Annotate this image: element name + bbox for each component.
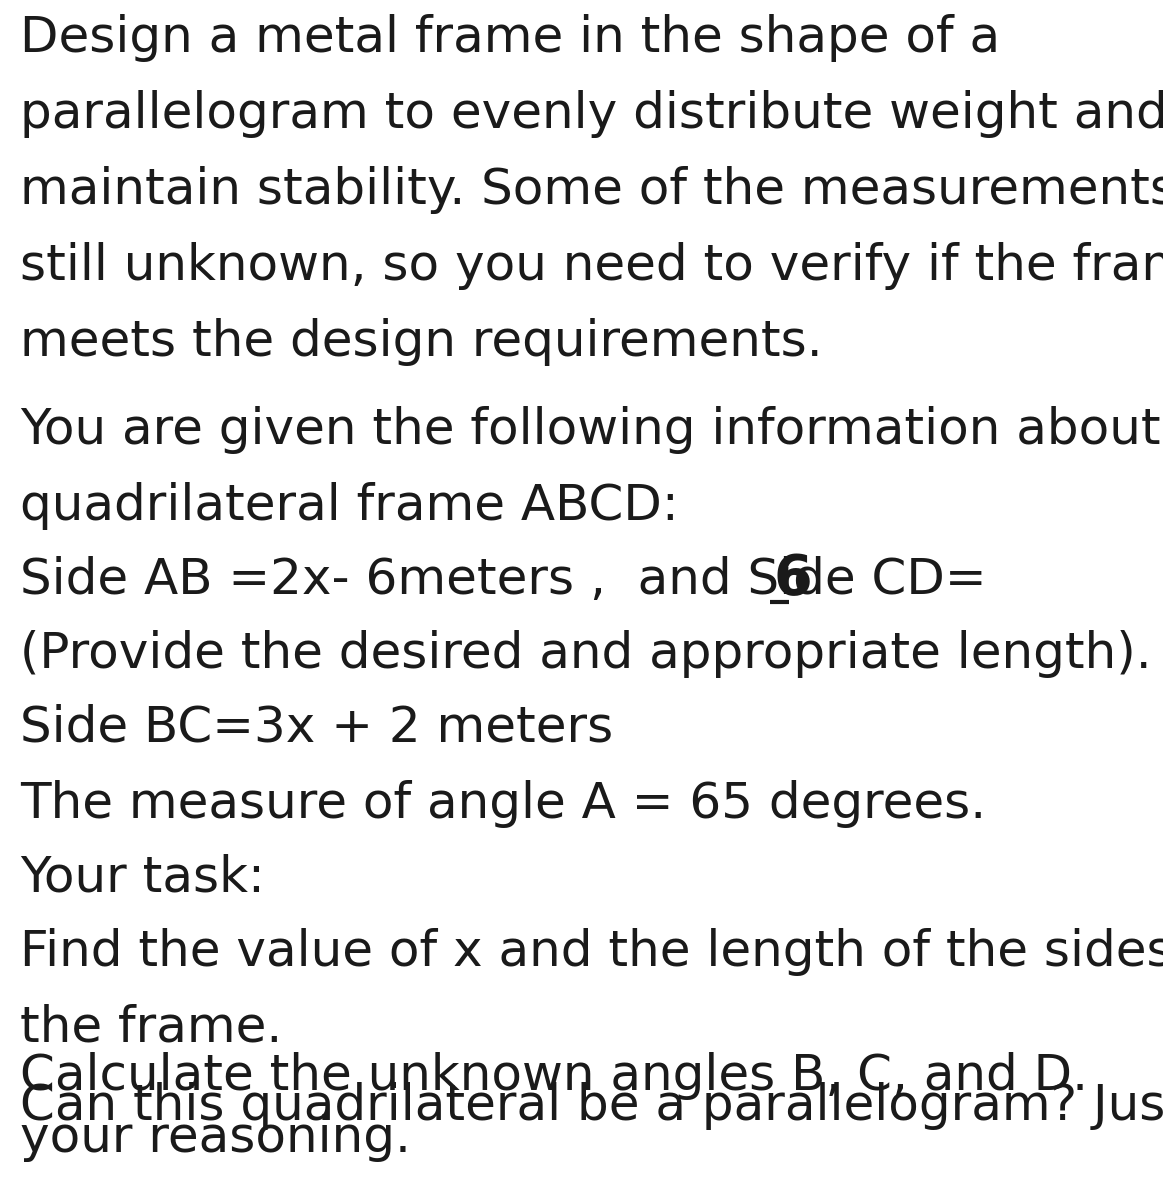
Text: parallelogram to evenly distribute weight and: parallelogram to evenly distribute weigh…	[20, 90, 1163, 138]
Text: the frame.: the frame.	[20, 1004, 281, 1052]
Text: Your task:: Your task:	[20, 855, 265, 902]
Text: maintain stability. Some of the measurements are: maintain stability. Some of the measurem…	[20, 165, 1163, 214]
Text: You are given the following information about the: You are given the following information …	[20, 405, 1163, 454]
Text: Side AB =2x- 6meters ,  and Side CD=: Side AB =2x- 6meters , and Side CD=	[20, 556, 986, 604]
Text: quadrilateral frame ABCD:: quadrilateral frame ABCD:	[20, 482, 678, 530]
Text: your reasoning.: your reasoning.	[20, 1113, 411, 1162]
Text: (Provide the desired and appropriate length).: (Provide the desired and appropriate len…	[20, 630, 1151, 678]
Text: meets the design requirements.: meets the design requirements.	[20, 318, 822, 366]
Text: still unknown, so you need to verify if the frame: still unknown, so you need to verify if …	[20, 242, 1163, 290]
Text: Calculate the unknown angles B, C, and D.: Calculate the unknown angles B, C, and D…	[20, 1052, 1087, 1100]
Text: Side BC=3x + 2 meters: Side BC=3x + 2 meters	[20, 704, 613, 752]
Text: Can this quadrilateral be a parallelogram? Justify: Can this quadrilateral be a parallelogra…	[20, 1082, 1163, 1130]
Text: 6: 6	[773, 552, 813, 606]
Text: Design a metal frame in the shape of a: Design a metal frame in the shape of a	[20, 14, 1000, 61]
Text: The measure of angle A = 65 degrees.: The measure of angle A = 65 degrees.	[20, 780, 986, 829]
Text: Find the value of x and the length of the sides of: Find the value of x and the length of th…	[20, 928, 1163, 976]
